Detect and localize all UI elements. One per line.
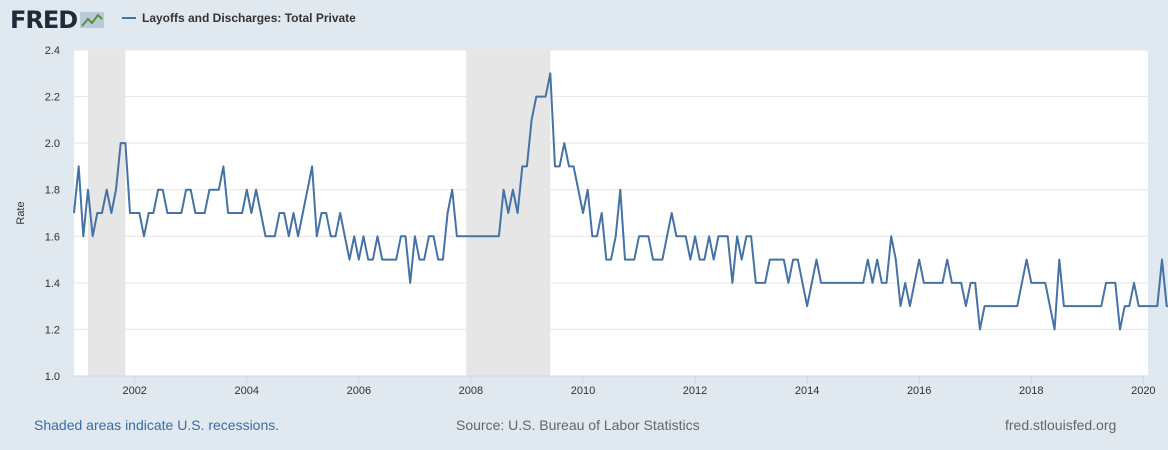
series-line (73, 72, 1168, 331)
y-tick-label: 1.0 (45, 371, 60, 383)
y-tick-label: 1.4 (45, 278, 60, 290)
y-axis-label: Rate (15, 201, 27, 224)
y-tick-label: 1.8 (45, 185, 60, 197)
legend-swatch (122, 17, 136, 19)
x-tick-label: 2014 (795, 385, 819, 397)
x-tick-label: 2004 (235, 385, 259, 397)
x-tick-label: 2018 (1019, 385, 1043, 397)
y-tick-label: 2.0 (45, 138, 60, 150)
site-link[interactable]: fred.stlouisfed.org (1005, 417, 1117, 433)
x-tick-label: 2002 (122, 385, 146, 397)
line-chart-icon (80, 12, 105, 28)
fred-logo[interactable]: FRED (10, 6, 105, 34)
recession-band-1 (88, 50, 126, 376)
x-tick-label: 2020 (1131, 385, 1155, 397)
legend-label: Layoffs and Discharges: Total Private (142, 11, 356, 25)
source-note: Source: U.S. Bureau of Labor Statistics (456, 417, 700, 433)
recession-note: Shaded areas indicate U.S. recessions. (34, 417, 280, 433)
x-tick-label: 2012 (683, 385, 707, 397)
brand-text: FRED (10, 6, 78, 34)
x-tick-label: 2010 (571, 385, 595, 397)
y-tick-label: 2.2 (45, 92, 60, 104)
y-tick-label: 1.6 (45, 231, 60, 243)
x-tick-label: 2016 (907, 385, 931, 397)
chart-canvas: 1.0 1.2 1.4 1.6 1.8 2.0 2.2 2.4 2002 2004 2006 2008… (15, 45, 1168, 397)
chart-legend: Layoffs and Discharges: Total Private (122, 11, 356, 25)
y-tick-label: 1.2 (45, 324, 60, 336)
x-tick-label: 2008 (459, 385, 483, 397)
y-tick-label: 2.4 (45, 45, 60, 57)
plot-area (74, 50, 1148, 376)
x-tick-label: 2006 (347, 385, 371, 397)
